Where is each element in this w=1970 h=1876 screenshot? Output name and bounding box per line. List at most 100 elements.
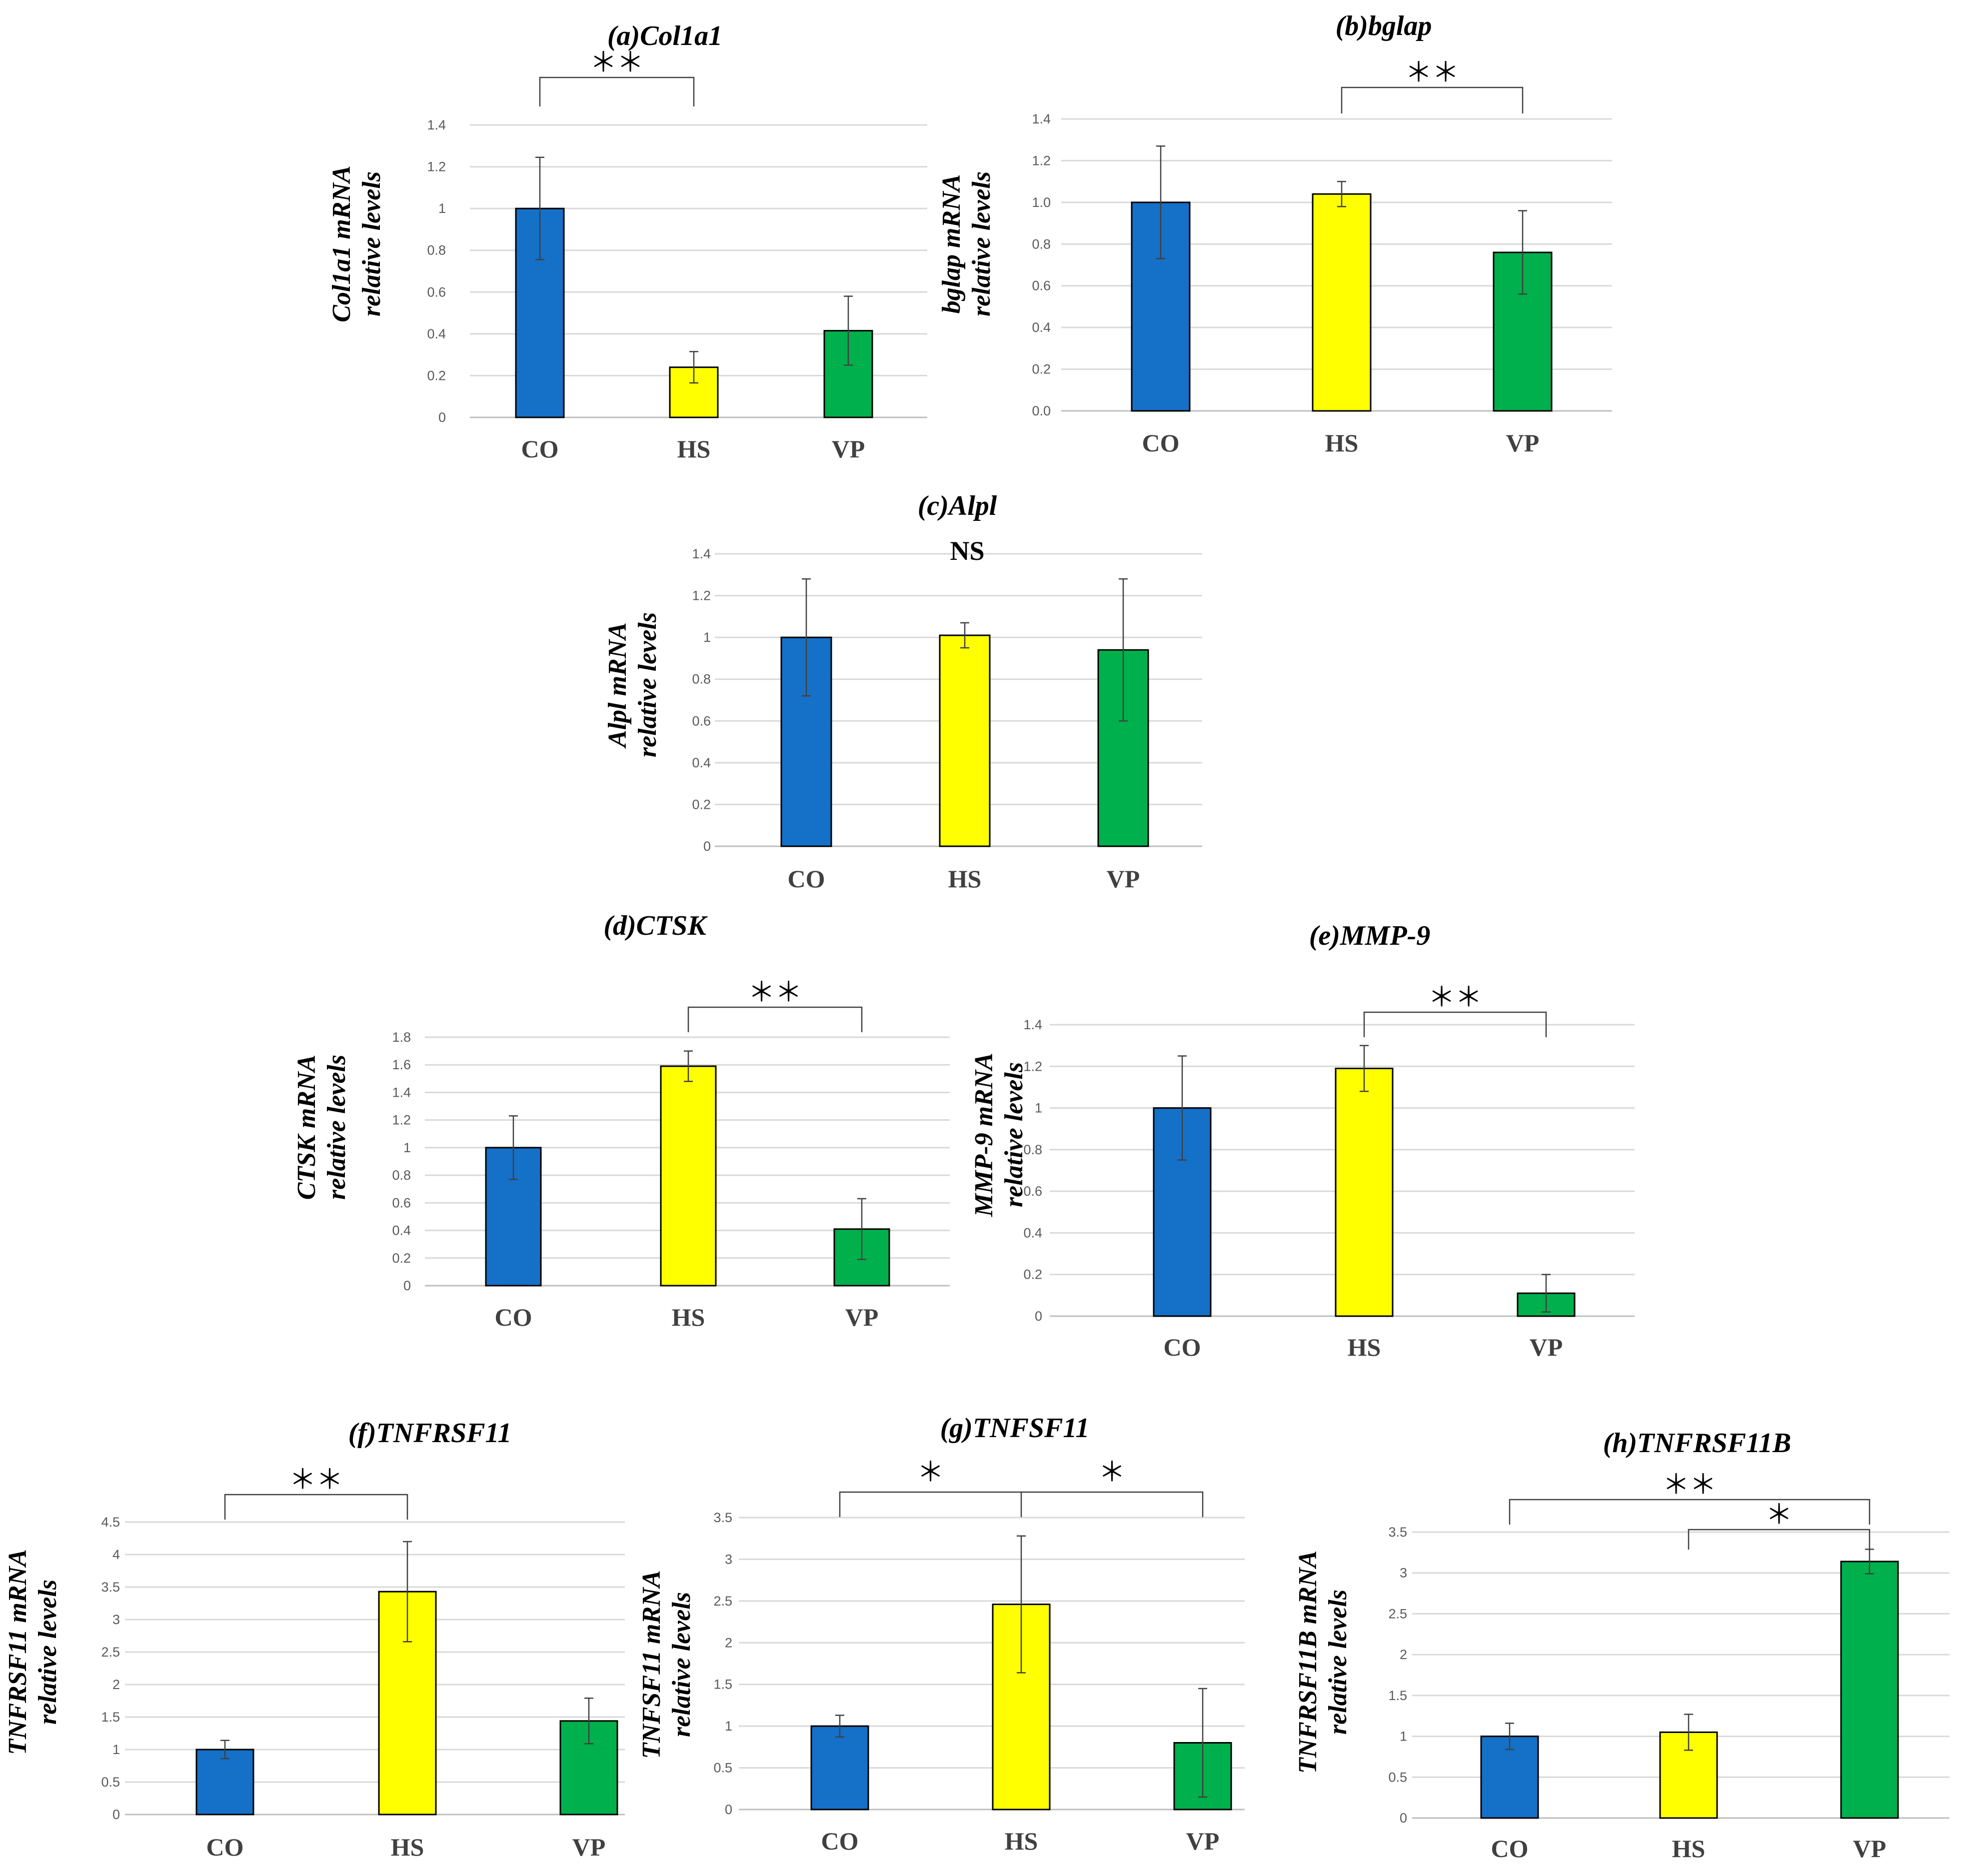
y-tick-label: 1 (438, 201, 446, 216)
y-tick-label: 0.8 (692, 672, 711, 687)
y-axis-label-line2: relative levels (1000, 1062, 1028, 1207)
significance-bracket (1341, 86, 1524, 113)
y-tick-label: 1.5 (101, 1710, 120, 1725)
significance-marker: ＊＊ (1428, 981, 1482, 1013)
bar-hs (1312, 193, 1372, 412)
y-tick-label: 1 (403, 1140, 411, 1155)
chart-title: (b)bglap (1336, 10, 1432, 41)
y-tick-label: 2 (1400, 1647, 1407, 1662)
y-axis-label-line2: relative levels (322, 1055, 351, 1200)
y-tick-label: 0.2 (1032, 362, 1051, 377)
category-label-co: CO (1164, 1333, 1201, 1361)
y-tick-label: 0 (1035, 1309, 1042, 1324)
y-tick-label: 1.0 (1032, 195, 1051, 210)
category-label-hs: HS (1348, 1333, 1381, 1361)
chart-a: 0 0.2 0.4 0.6 0.8 1 1.2 1.4 CO HS VP (a)Col1a1 Col1a… (327, 20, 927, 463)
category-label-vp: VP (1853, 1835, 1887, 1863)
y-tick-label: 0.4 (1032, 320, 1051, 335)
chart-d: 0 0.2 0.4 0.6 0.8 1 1.2 1.4 1.6 1.8 CO HS VP (d)CTSK C… (292, 910, 950, 1331)
y-tick-label: 0 (725, 1802, 732, 1817)
y-tick-label: 0.4 (427, 326, 446, 341)
y-axis-label-line2: relative levels (1324, 1590, 1352, 1735)
y-tick-label: 2.5 (713, 1594, 732, 1609)
y-tick-label: 2 (112, 1677, 120, 1692)
y-tick-label: 0.6 (1023, 1184, 1042, 1199)
category-label-vp: VP (1186, 1827, 1220, 1855)
bar-hs (660, 1065, 717, 1287)
y-tick-label: 1 (703, 630, 711, 645)
chart-title: (f)TNFRSF11 (348, 1418, 512, 1449)
significance-marker: ＊＊ (1405, 56, 1459, 88)
y-tick-label: 3.5 (101, 1580, 120, 1595)
category-label-hs: HS (1672, 1835, 1706, 1863)
significance-marker: ＊＊ (590, 46, 644, 78)
bar-co (195, 1749, 254, 1816)
chart-title: (g)TNFSF11 (940, 1413, 1090, 1444)
category-label-co: CO (1142, 429, 1180, 457)
category-label-vp: VP (1506, 429, 1540, 457)
category-label-co: CO (788, 865, 825, 893)
y-tick-label: 1 (1035, 1101, 1042, 1116)
y-tick-label: 1.4 (692, 546, 711, 561)
category-label-co: CO (521, 435, 559, 463)
y-tick-label: 4 (112, 1547, 120, 1562)
y-axis-label: TNFRSF11 mRNA (3, 1549, 32, 1755)
y-axis-label-line2: relative levels (667, 1592, 696, 1737)
category-label-hs: HS (677, 435, 711, 463)
y-tick-label: 3.5 (1388, 1525, 1407, 1540)
significance-marker: ＊＊ (748, 976, 802, 1008)
y-tick-label: 0.8 (392, 1168, 411, 1183)
y-tick-label: 1 (725, 1719, 732, 1734)
significance-bracket (1363, 1011, 1547, 1037)
y-tick-label: 0.5 (1388, 1770, 1407, 1785)
category-label-vp: VP (572, 1833, 606, 1861)
y-tick-label: 1.2 (392, 1113, 411, 1128)
y-tick-label: 0.4 (692, 755, 711, 770)
chart-b: 0.0 0.2 0.4 0.6 0.8 1.0 1.2 1.4 CO HS VP (b)bglap bg… (937, 10, 1612, 457)
category-label-hs: HS (672, 1303, 705, 1331)
y-tick-label: 1.4 (392, 1085, 411, 1100)
category-label-vp: VP (1107, 865, 1140, 893)
significance-marker: ＊＊ (1663, 1469, 1717, 1500)
y-tick-label: 0 (1400, 1811, 1407, 1826)
y-tick-label: 0 (112, 1807, 120, 1822)
category-label-hs: HS (948, 865, 982, 893)
y-tick-label: 1 (112, 1742, 120, 1757)
y-axis-label-line2: relative levels (357, 171, 386, 316)
bar-hs (939, 634, 991, 847)
y-tick-label: 0.4 (392, 1223, 411, 1238)
y-tick-label: 0.8 (1023, 1142, 1042, 1157)
significance-bracket (224, 1494, 408, 1520)
y-tick-label: 1.2 (1023, 1059, 1042, 1074)
y-tick-label: 1.4 (1023, 1017, 1042, 1032)
y-tick-label: 0.6 (427, 284, 446, 299)
significance-bracket (1688, 1529, 1871, 1550)
y-axis-label-line2: relative levels (967, 171, 996, 316)
y-axis-label: TNFSF11 mRNA (637, 1570, 666, 1759)
chart-f: 0 0.5 1 1.5 2 2.5 3 3.5 4 4.5 CO HS VP (f)TNFRSF11 TNF… (3, 1418, 625, 1861)
y-tick-label: 1.5 (713, 1677, 732, 1692)
significance-note: NS (950, 536, 984, 566)
significance-marker: ＊＊ (289, 1464, 343, 1495)
significance-bracket (539, 76, 695, 106)
y-tick-label: 1.8 (392, 1030, 411, 1045)
bar-vp (823, 330, 873, 418)
bar-hs (1335, 1067, 1394, 1317)
y-axis-label: Col1a1 mRNA (327, 165, 356, 322)
y-tick-label: 4.5 (101, 1515, 120, 1530)
y-tick-label: 2 (725, 1635, 732, 1650)
y-tick-label: 3 (1400, 1566, 1407, 1581)
significance-marker: ＊ (1099, 1456, 1126, 1488)
significance-marker: ＊ (1766, 1499, 1793, 1530)
chart-title: (a)Col1a1 (607, 20, 722, 51)
y-tick-label: 1.6 (392, 1057, 411, 1072)
significance-bracket (839, 1491, 1204, 1517)
y-tick-label: 0.8 (427, 243, 446, 258)
y-tick-label: 1.4 (427, 117, 446, 132)
y-axis-label: bglap mRNA (937, 174, 966, 314)
y-tick-label: 0.4 (1023, 1225, 1042, 1240)
y-tick-label: 0.5 (713, 1761, 732, 1776)
chart-title: (e)MMP-9 (1309, 920, 1431, 951)
y-axis-label-line2: relative levels (633, 612, 662, 757)
category-label-vp: VP (1530, 1333, 1563, 1361)
